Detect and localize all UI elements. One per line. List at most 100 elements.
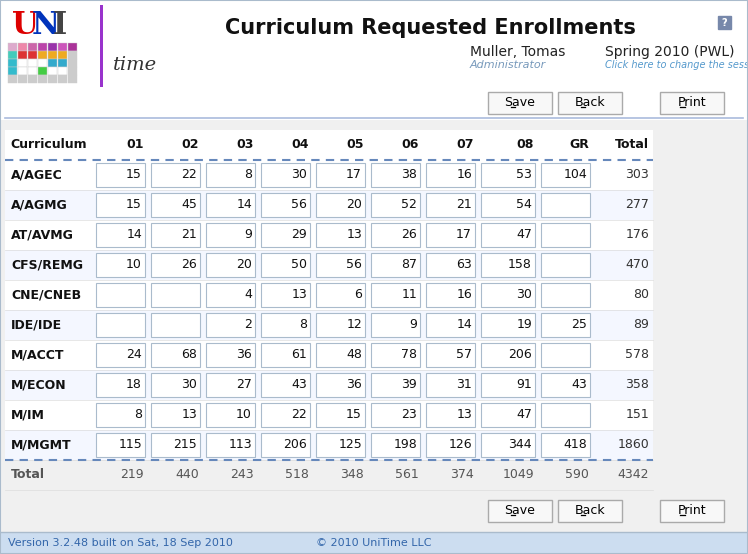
Bar <box>96 253 145 277</box>
Bar <box>48 43 58 50</box>
Bar <box>5 220 653 250</box>
Bar <box>96 433 145 457</box>
Bar <box>68 51 78 59</box>
Bar <box>28 51 37 59</box>
Bar <box>68 75 78 83</box>
Bar <box>261 343 310 367</box>
Bar <box>541 373 590 397</box>
Text: 15: 15 <box>346 408 362 422</box>
Text: 10: 10 <box>126 259 142 271</box>
Text: N: N <box>32 11 60 42</box>
Text: 344: 344 <box>509 439 532 452</box>
Text: I: I <box>53 11 67 42</box>
Bar <box>48 51 58 59</box>
Text: 13: 13 <box>291 289 307 301</box>
Bar <box>371 283 420 307</box>
Bar <box>481 403 535 427</box>
Bar <box>96 283 145 307</box>
Text: 04: 04 <box>292 138 309 151</box>
Bar <box>316 283 365 307</box>
Text: 518: 518 <box>285 469 309 481</box>
Bar <box>371 433 420 457</box>
Text: 20: 20 <box>236 259 252 271</box>
Text: 16: 16 <box>456 289 472 301</box>
Bar <box>206 313 255 337</box>
Text: Save: Save <box>505 505 536 517</box>
Text: 115: 115 <box>118 439 142 452</box>
Text: 80: 80 <box>633 289 649 301</box>
Bar <box>541 343 590 367</box>
Text: Click here to change the session / role.: Click here to change the session / role. <box>605 60 748 70</box>
Text: 151: 151 <box>625 408 649 422</box>
Bar <box>426 283 475 307</box>
Text: 22: 22 <box>181 168 197 182</box>
Bar <box>5 310 653 340</box>
Text: 45: 45 <box>181 198 197 212</box>
Bar <box>48 75 58 83</box>
Text: GR: GR <box>569 138 589 151</box>
Text: 27: 27 <box>236 378 252 392</box>
Text: 13: 13 <box>181 408 197 422</box>
Text: 26: 26 <box>401 228 417 242</box>
Bar <box>8 67 17 74</box>
Bar <box>488 500 552 522</box>
Bar <box>541 193 590 217</box>
Text: Print: Print <box>678 505 706 517</box>
Text: 206: 206 <box>508 348 532 362</box>
Bar <box>481 283 535 307</box>
Bar <box>371 343 420 367</box>
Bar <box>261 373 310 397</box>
Text: 03: 03 <box>236 138 254 151</box>
Bar <box>261 223 310 247</box>
Bar <box>718 16 731 29</box>
Bar <box>261 403 310 427</box>
Text: Version 3.2.48 built on Sat, 18 Sep 2010: Version 3.2.48 built on Sat, 18 Sep 2010 <box>8 538 233 548</box>
Bar <box>206 403 255 427</box>
Bar <box>206 163 255 187</box>
Bar <box>0 0 748 120</box>
Bar <box>5 370 653 400</box>
Bar <box>558 92 622 114</box>
Text: 68: 68 <box>181 348 197 362</box>
Bar <box>541 253 590 277</box>
Bar <box>38 75 48 83</box>
Text: 4342: 4342 <box>618 469 649 481</box>
Text: 20: 20 <box>346 198 362 212</box>
Text: 14: 14 <box>236 198 252 212</box>
Text: 43: 43 <box>291 378 307 392</box>
Text: 38: 38 <box>401 168 417 182</box>
Text: 11: 11 <box>401 289 417 301</box>
Bar <box>8 75 17 83</box>
Bar <box>206 253 255 277</box>
Text: 125: 125 <box>338 439 362 452</box>
Bar <box>28 75 37 83</box>
Bar <box>206 373 255 397</box>
Bar <box>96 223 145 247</box>
Bar <box>206 433 255 457</box>
Bar <box>541 313 590 337</box>
Bar <box>96 373 145 397</box>
Text: © 2010 UniTime LLC: © 2010 UniTime LLC <box>316 538 432 548</box>
Text: 14: 14 <box>456 319 472 331</box>
Bar <box>96 193 145 217</box>
Bar <box>316 403 365 427</box>
Text: M/MGMT: M/MGMT <box>11 439 72 452</box>
Bar <box>660 500 724 522</box>
Bar <box>261 313 310 337</box>
Bar <box>5 250 653 280</box>
Bar <box>558 500 622 522</box>
Text: 12: 12 <box>346 319 362 331</box>
Bar <box>5 280 653 310</box>
Text: 418: 418 <box>563 439 587 452</box>
Text: 590: 590 <box>565 469 589 481</box>
Bar <box>481 433 535 457</box>
Bar <box>371 313 420 337</box>
Text: 104: 104 <box>563 168 587 182</box>
Bar <box>206 223 255 247</box>
Text: 50: 50 <box>291 259 307 271</box>
Text: M/ACCT: M/ACCT <box>11 348 64 362</box>
Bar <box>68 67 78 74</box>
Bar <box>316 193 365 217</box>
Bar <box>38 67 48 74</box>
Text: 277: 277 <box>625 198 649 212</box>
